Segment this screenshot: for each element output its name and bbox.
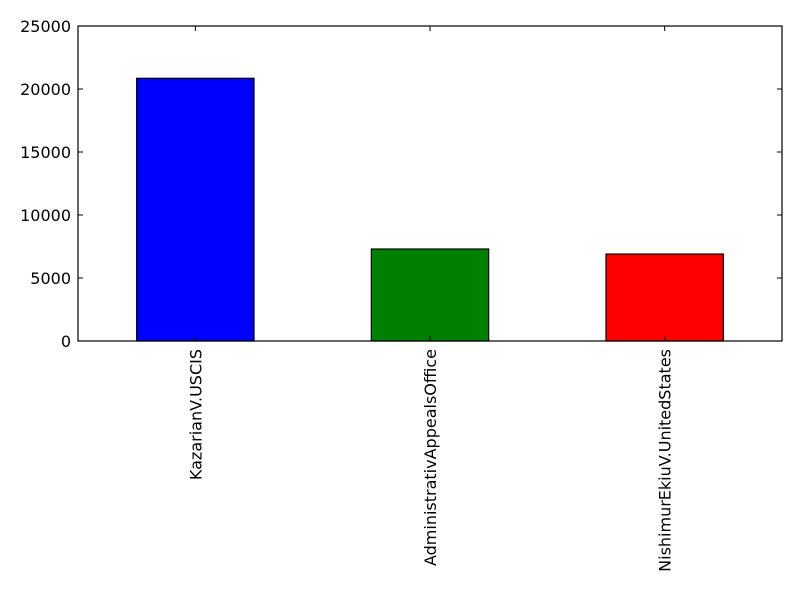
x-tick-label-1: AdministrativAppealsOffice: [421, 349, 440, 566]
y-tick-label-1: 5000: [30, 269, 71, 288]
y-tick-label-5: 25000: [20, 17, 71, 36]
bar-2: [605, 253, 724, 342]
x-axis-tick-labels: KazarianV.USCIS AdministrativAppealsOffic…: [186, 349, 674, 572]
bar-1: [370, 248, 490, 342]
y-tick-label-0: 0: [61, 332, 71, 351]
plot-frame: [77, 25, 783, 342]
bar-0: [136, 77, 255, 342]
y-tick-label-3: 15000: [20, 143, 71, 162]
x-tick-label-0: KazarianV.USCIS: [186, 349, 205, 480]
y-axis-tick-labels: 0 5000 10000 15000 20000 25000: [20, 17, 71, 351]
y-tick-label-2: 10000: [20, 206, 71, 225]
bars: [136, 77, 724, 342]
x-tick-label-2: NishimurEkiuV.UnitedStates: [656, 349, 675, 572]
y-tick-label-4: 20000: [20, 80, 71, 99]
